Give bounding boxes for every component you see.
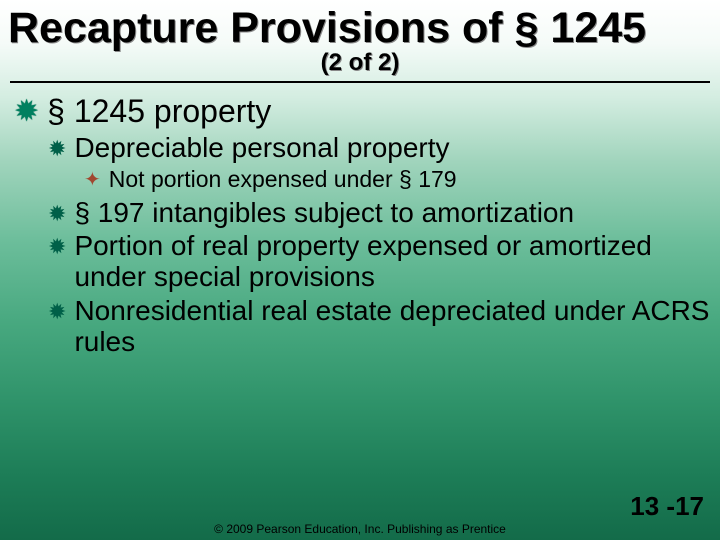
page-number: 13 -17 — [630, 491, 704, 522]
bullet-text: Not portion expensed under § 179 — [109, 166, 714, 193]
bullet-text: Portion of real property expensed or amo… — [74, 230, 714, 293]
title-rule — [10, 81, 710, 83]
bullet-text: § 197 intangibles subject to amortizatio… — [74, 197, 714, 228]
copyright-footer: © 2009 Pearson Education, Inc. Publishin… — [0, 522, 720, 536]
burst-icon: ✹ — [14, 95, 39, 128]
bullet-l1: ✹ § 1245 property — [14, 93, 714, 130]
bullet-text: Nonresidential real estate depreciated u… — [74, 295, 714, 358]
slide-body: ✹ § 1245 property ✹ Depreciable personal… — [0, 93, 720, 357]
slide-subtitle: (2 of 2) — [0, 49, 720, 77]
bullet-l2: ✹ Nonresidential real estate depreciated… — [48, 295, 714, 358]
burst-icon: ✹ — [48, 135, 66, 164]
bullet-l2: ✹ Depreciable personal property — [48, 132, 714, 163]
bullet-l3: ✦ Not portion expensed under § 179 — [84, 166, 714, 193]
star-icon: ✦ — [84, 168, 101, 192]
bullet-text: § 1245 property — [47, 93, 714, 130]
slide: Recapture Provisions of § 1245 (2 of 2) … — [0, 0, 720, 540]
burst-icon: ✹ — [48, 233, 66, 262]
bullet-l2: ✹ § 197 intangibles subject to amortizat… — [48, 197, 714, 228]
bullet-text: Depreciable personal property — [74, 132, 714, 163]
burst-icon: ✹ — [48, 200, 66, 229]
bullet-l2: ✹ Portion of real property expensed or a… — [48, 230, 714, 293]
slide-title: Recapture Provisions of § 1245 — [0, 0, 720, 51]
burst-icon: ✹ — [48, 298, 66, 327]
